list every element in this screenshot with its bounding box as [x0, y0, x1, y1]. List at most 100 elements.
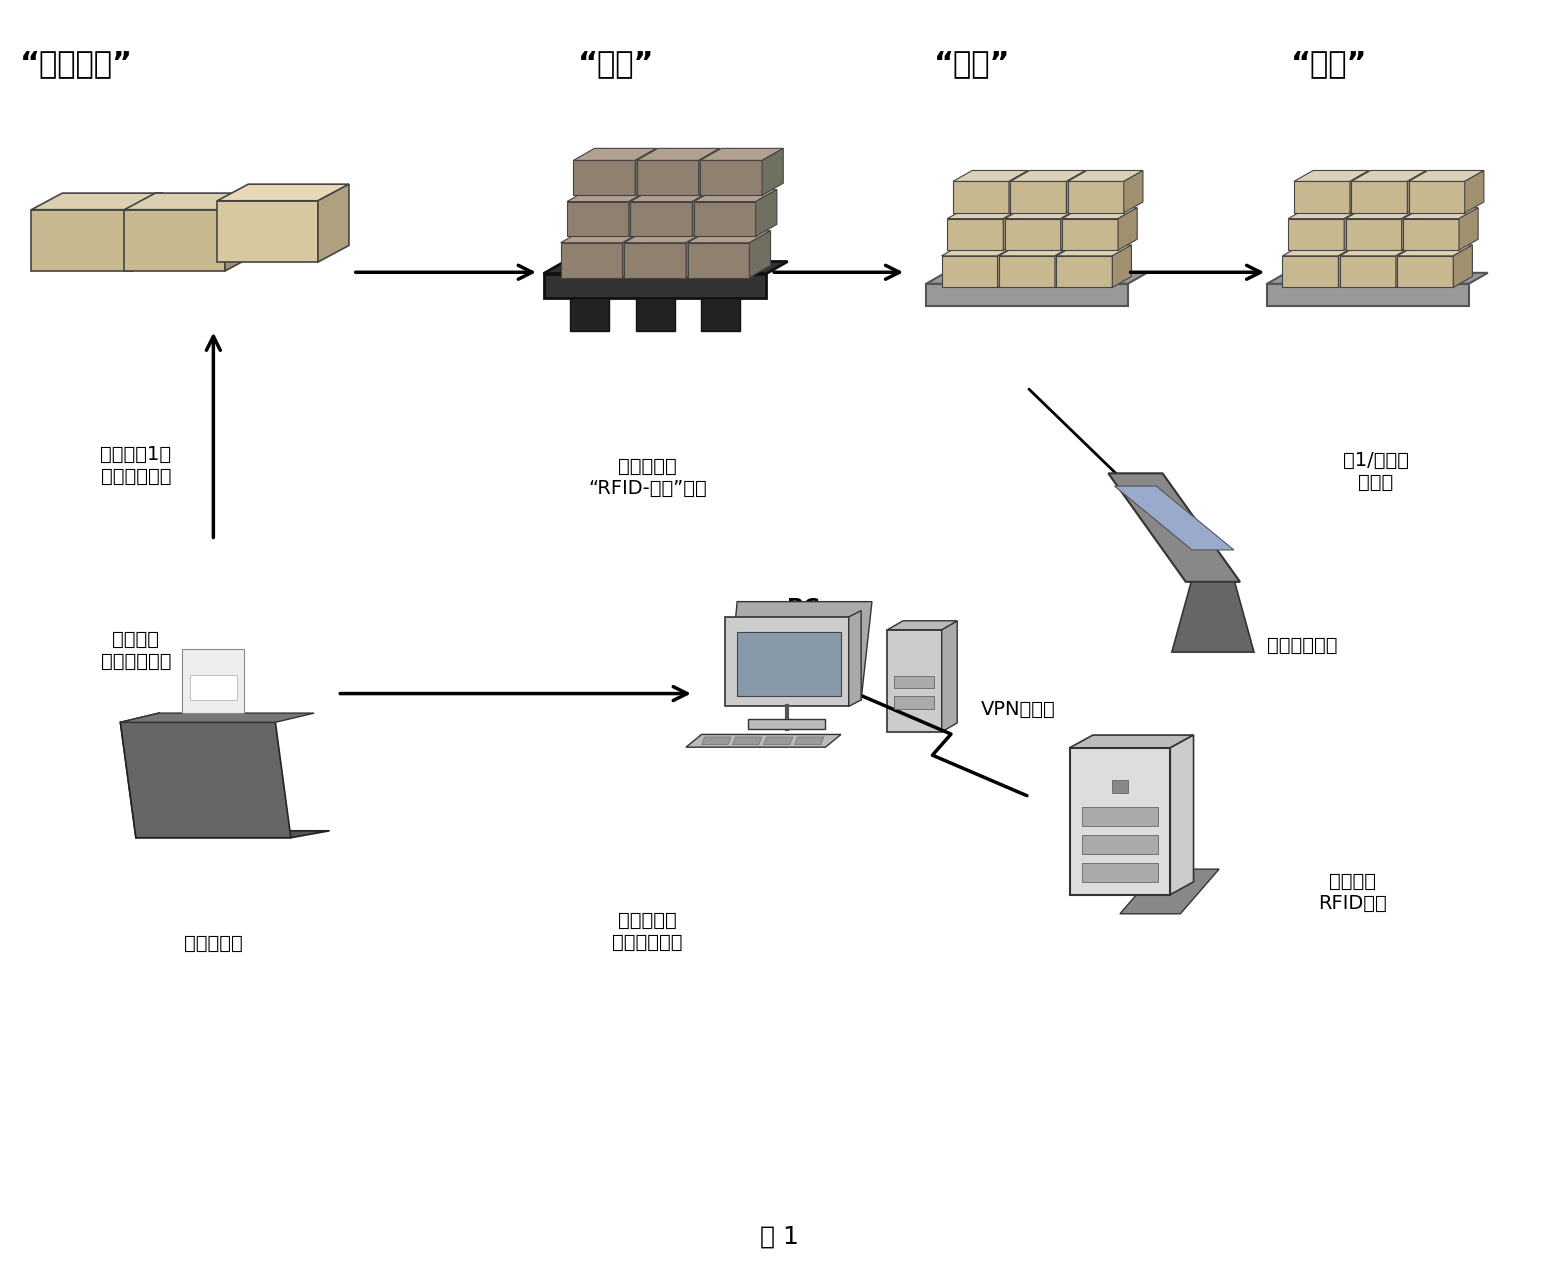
- Polygon shape: [120, 713, 315, 722]
- Polygon shape: [1011, 181, 1066, 213]
- Polygon shape: [1340, 245, 1415, 256]
- Text: 打码软件及
相关应用系统: 打码软件及 相关应用系统: [612, 911, 682, 952]
- Polygon shape: [1346, 218, 1402, 251]
- Polygon shape: [217, 184, 349, 200]
- Polygon shape: [700, 161, 762, 195]
- Polygon shape: [544, 274, 767, 298]
- Polygon shape: [700, 148, 784, 161]
- Polygon shape: [1351, 181, 1407, 213]
- Text: 符1/托关联
及出库: 符1/托关联 及出库: [1343, 451, 1408, 492]
- Polygon shape: [637, 161, 698, 195]
- Polygon shape: [692, 189, 714, 236]
- Polygon shape: [1351, 171, 1427, 181]
- Polygon shape: [925, 284, 1128, 306]
- Polygon shape: [1288, 218, 1345, 251]
- Polygon shape: [1345, 208, 1363, 251]
- Polygon shape: [1170, 735, 1193, 894]
- Polygon shape: [570, 298, 609, 332]
- Polygon shape: [686, 230, 707, 278]
- Polygon shape: [732, 738, 762, 744]
- Polygon shape: [1063, 218, 1119, 251]
- Polygon shape: [120, 722, 291, 838]
- Polygon shape: [1066, 171, 1086, 213]
- Polygon shape: [573, 161, 636, 195]
- Polygon shape: [941, 621, 957, 732]
- Text: “成品下线”: “成品下线”: [20, 49, 132, 78]
- Polygon shape: [698, 148, 720, 195]
- Polygon shape: [693, 189, 777, 202]
- Polygon shape: [686, 735, 841, 747]
- Polygon shape: [1063, 208, 1137, 218]
- Polygon shape: [999, 256, 1055, 288]
- Polygon shape: [849, 610, 862, 707]
- Text: “码堆”: “码堆”: [578, 49, 654, 78]
- Polygon shape: [1267, 284, 1469, 306]
- Polygon shape: [795, 738, 824, 744]
- Text: “暂存”: “暂存”: [933, 49, 1011, 78]
- Polygon shape: [217, 200, 318, 262]
- Polygon shape: [687, 243, 749, 278]
- Polygon shape: [1056, 256, 1112, 288]
- Polygon shape: [947, 218, 1003, 251]
- Text: VPN或专网: VPN或专网: [980, 700, 1055, 718]
- Polygon shape: [748, 720, 826, 730]
- Polygon shape: [693, 202, 756, 236]
- Polygon shape: [1295, 181, 1349, 213]
- Polygon shape: [941, 245, 1017, 256]
- Polygon shape: [1398, 256, 1454, 288]
- Text: 托盘上已有
“RFID-条码”标签: 托盘上已有 “RFID-条码”标签: [587, 457, 707, 499]
- Polygon shape: [1081, 862, 1158, 882]
- Polygon shape: [1288, 208, 1363, 218]
- Polygon shape: [894, 676, 933, 689]
- Polygon shape: [561, 230, 643, 243]
- Polygon shape: [132, 193, 164, 271]
- Polygon shape: [737, 632, 841, 696]
- Polygon shape: [567, 189, 650, 202]
- Polygon shape: [125, 193, 256, 209]
- Polygon shape: [1123, 171, 1144, 213]
- Polygon shape: [636, 298, 675, 332]
- Polygon shape: [31, 209, 132, 271]
- Text: 在包装符1上
粘贴条码标签: 在包装符1上 粘贴条码标签: [100, 445, 171, 486]
- Polygon shape: [997, 245, 1017, 288]
- Polygon shape: [1081, 807, 1158, 826]
- Polygon shape: [1282, 245, 1357, 256]
- Polygon shape: [636, 148, 656, 195]
- Polygon shape: [953, 181, 1010, 213]
- Polygon shape: [1338, 245, 1357, 288]
- Polygon shape: [625, 230, 707, 243]
- Polygon shape: [190, 675, 237, 700]
- Polygon shape: [1061, 208, 1080, 251]
- Polygon shape: [567, 202, 629, 236]
- Polygon shape: [1458, 208, 1479, 251]
- Polygon shape: [724, 617, 849, 707]
- Polygon shape: [728, 601, 872, 700]
- Polygon shape: [1408, 181, 1465, 213]
- Polygon shape: [947, 208, 1022, 218]
- Polygon shape: [1055, 245, 1073, 288]
- Polygon shape: [1067, 181, 1123, 213]
- Polygon shape: [136, 831, 330, 838]
- Polygon shape: [749, 230, 771, 278]
- Polygon shape: [573, 148, 656, 161]
- Polygon shape: [1112, 780, 1128, 793]
- Polygon shape: [1295, 171, 1369, 181]
- Text: 图 1: 图 1: [760, 1225, 798, 1249]
- Polygon shape: [1349, 171, 1369, 213]
- Text: 现代物流
RFID系统: 现代物流 RFID系统: [1318, 873, 1387, 914]
- Polygon shape: [999, 245, 1073, 256]
- Polygon shape: [561, 243, 623, 278]
- Polygon shape: [1340, 256, 1396, 288]
- Polygon shape: [120, 713, 174, 838]
- Polygon shape: [687, 230, 771, 243]
- Polygon shape: [1267, 272, 1488, 284]
- Polygon shape: [1402, 208, 1421, 251]
- Polygon shape: [953, 171, 1028, 181]
- Polygon shape: [762, 148, 784, 195]
- Polygon shape: [1408, 171, 1483, 181]
- Polygon shape: [941, 256, 997, 288]
- Polygon shape: [1005, 208, 1080, 218]
- Polygon shape: [756, 189, 777, 236]
- Polygon shape: [1119, 208, 1137, 251]
- Polygon shape: [701, 298, 740, 332]
